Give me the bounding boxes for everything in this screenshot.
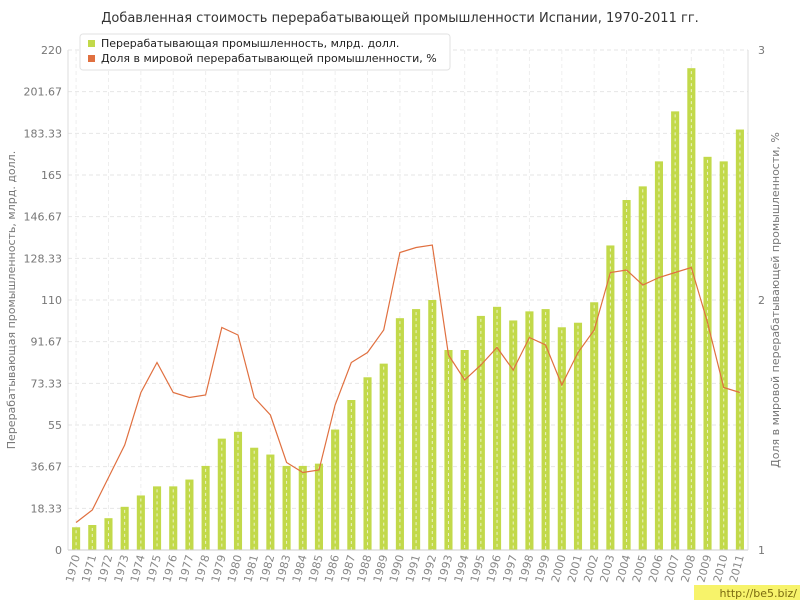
watermark-text: http://be5.biz/	[720, 587, 798, 600]
bar-series	[72, 68, 744, 551]
bar	[331, 429, 340, 550]
bar	[638, 186, 647, 550]
bar	[298, 465, 307, 550]
y-tick-left-label: 220	[41, 44, 62, 57]
y-tick-left-label: 128.33	[24, 252, 63, 265]
y-tick-left-label: 73.33	[31, 377, 63, 390]
bar	[687, 68, 696, 550]
y-tick-left-label: 18.33	[31, 502, 63, 515]
legend-marker-line	[88, 55, 95, 62]
legend-box	[79, 33, 451, 71]
bar	[282, 465, 291, 550]
bar	[735, 129, 744, 550]
bar	[395, 318, 404, 550]
y-tick-left-label: 165	[41, 169, 62, 182]
bar	[654, 161, 663, 550]
bar	[412, 309, 421, 550]
line-series	[75, 244, 741, 523]
y-tick-right-label: 1	[758, 544, 765, 557]
y-tick-right-label: 2	[758, 294, 765, 307]
bar	[719, 161, 728, 550]
y-tick-left-label: 55	[48, 419, 62, 432]
y-tick-left-label: 146.67	[24, 211, 63, 224]
axes: 0 18.33 36.67 55 73.33 91.67 110 128.33 146.67 16…	[24, 44, 766, 584]
bar	[314, 463, 323, 550]
bar	[169, 486, 178, 550]
bar	[217, 438, 226, 550]
legend-label-bars: Перерабатывающая промышленность, млрд. д…	[101, 37, 399, 50]
bar	[606, 245, 615, 551]
watermark: http://be5.biz/	[694, 585, 800, 600]
y-tick-right-label: 3	[758, 44, 765, 57]
legend-marker-bars	[88, 40, 95, 47]
legend-label-line: Доля в мировой перерабатывающей промышле…	[101, 52, 437, 65]
y-tick-left-label: 36.67	[31, 461, 63, 474]
bar	[201, 465, 210, 550]
legend: Перерабатывающая промышленность, млрд. д…	[79, 33, 451, 71]
y-tick-left-label: 0	[55, 544, 62, 557]
y-tick-left-label: 110	[41, 294, 62, 307]
bar	[509, 320, 518, 550]
y-tick-left-label: 91.67	[31, 336, 63, 349]
bar	[363, 377, 372, 550]
y-axis-right-title: Доля в мировой перерабатывающей промышле…	[769, 132, 782, 468]
chart-title: Добавленная стоимость перерабатывающей п…	[101, 11, 699, 26]
y-tick-left-label: 183.33	[24, 127, 63, 140]
bar	[153, 486, 162, 550]
bar	[88, 525, 97, 550]
y-tick-left-label: 201.67	[24, 86, 63, 99]
bar	[493, 306, 502, 550]
bar	[541, 309, 550, 550]
bar	[622, 200, 631, 550]
share-line	[75, 244, 741, 523]
watermark-background	[694, 585, 800, 600]
y-axis-left-title: Перерабатывающая промышленность, млрд. д…	[5, 151, 18, 449]
